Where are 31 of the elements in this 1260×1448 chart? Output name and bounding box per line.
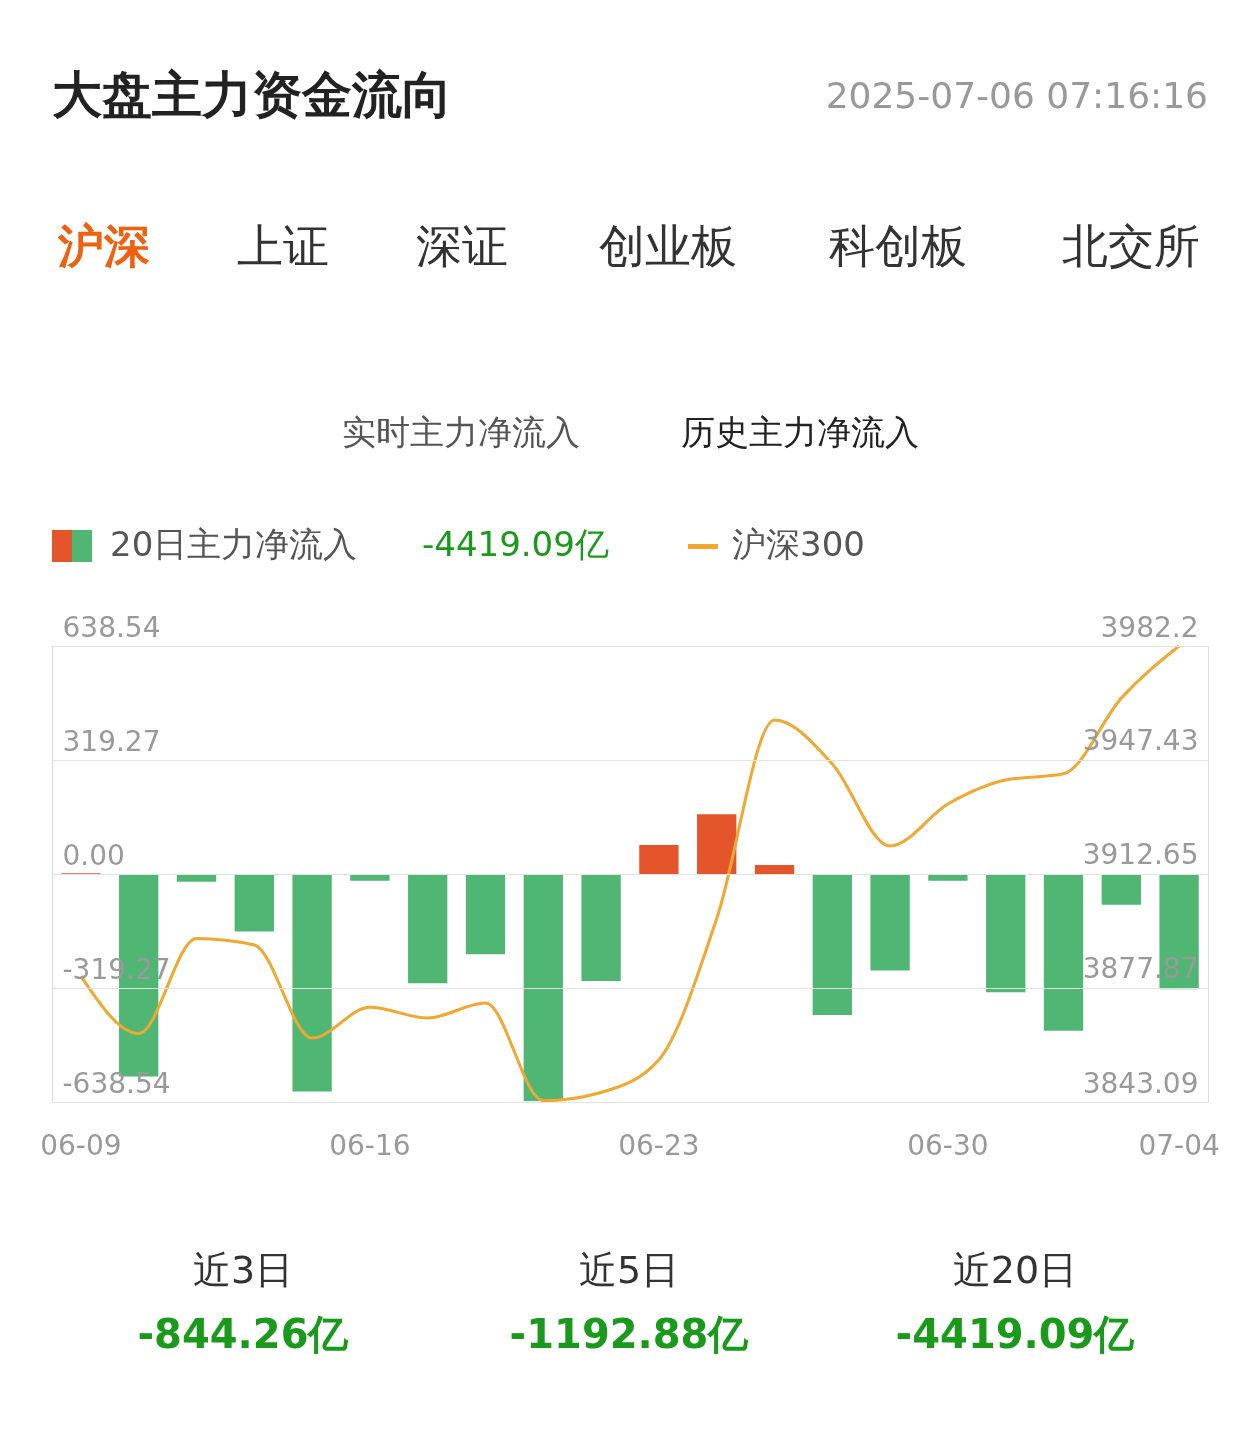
y-tick-label: 0.00 bbox=[62, 838, 125, 872]
legend-label: 沪深300 bbox=[732, 524, 865, 564]
text: 上证 bbox=[237, 219, 329, 273]
x-tick-label: 06-30 bbox=[907, 1128, 989, 1162]
y2-tick-label: 3843.09 bbox=[1082, 1066, 1199, 1100]
text: -1192.88亿 bbox=[509, 1311, 750, 1357]
text: 近3日 bbox=[192, 1248, 294, 1292]
text: 近20日 bbox=[952, 1248, 1078, 1292]
x-tick-label: 06-09 bbox=[40, 1128, 122, 1162]
x-tick-label: 07-04 bbox=[1138, 1128, 1220, 1162]
text: 实时主力净流入 bbox=[342, 412, 580, 452]
text: 2025-07-06 07:16:16 bbox=[825, 75, 1208, 116]
text: -844.26亿 bbox=[137, 1311, 350, 1357]
text: 创业板 bbox=[599, 219, 737, 273]
text: 北交所 bbox=[1062, 219, 1200, 273]
legend-label: 20日主力净流入 bbox=[110, 524, 358, 564]
text: -4419.09亿 bbox=[895, 1311, 1136, 1357]
text: -4419.09亿 bbox=[422, 524, 609, 564]
chart-title: 大盘主力资金流向 bbox=[52, 66, 452, 124]
text: 深证 bbox=[416, 219, 508, 273]
x-tick-label: 06-23 bbox=[618, 1128, 700, 1162]
y-tick-label: 638.54 bbox=[62, 610, 161, 644]
y2-tick-label: 3982.2 bbox=[1100, 610, 1199, 644]
text: 历史主力净流入 bbox=[681, 412, 919, 452]
x-tick-label: 06-16 bbox=[329, 1128, 411, 1162]
y-tick-label: 319.27 bbox=[62, 724, 161, 758]
text: 近5日 bbox=[578, 1248, 680, 1292]
y2-tick-label: 3912.65 bbox=[1082, 838, 1199, 872]
text: 沪深 bbox=[57, 219, 150, 273]
y-tick-label: -638.54 bbox=[62, 1066, 171, 1100]
text: 科创板 bbox=[829, 219, 967, 273]
